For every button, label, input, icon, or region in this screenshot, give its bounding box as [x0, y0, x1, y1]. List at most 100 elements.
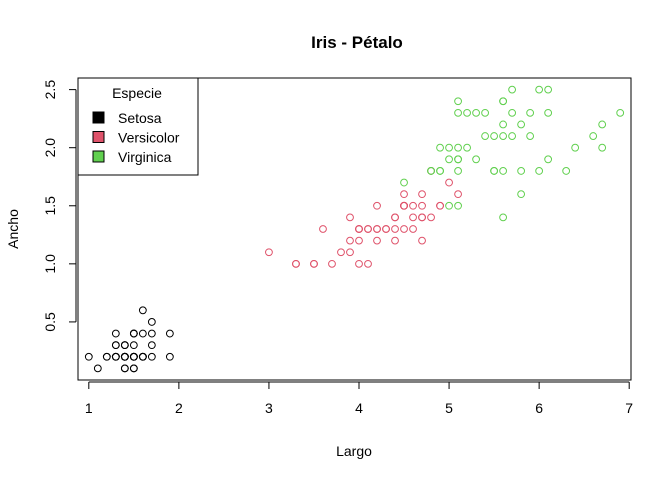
y-tick-label: 2.0 — [42, 138, 58, 158]
data-point-versicolor — [265, 248, 273, 257]
plot-frame — [77, 77, 632, 381]
data-point-versicolor — [391, 236, 399, 245]
data-point-virginica — [436, 167, 444, 175]
data-point-versicolor — [382, 225, 390, 233]
data-point-virginica — [454, 201, 462, 210]
data-point-setosa — [120, 364, 129, 373]
y-tick-label: 0.5 — [42, 312, 58, 332]
data-point-versicolor — [292, 259, 300, 268]
data-point-virginica — [508, 85, 517, 94]
data-point-versicolor — [355, 259, 363, 268]
data-point-setosa — [138, 329, 147, 338]
x-axis: 1 2 3 4 5 6 7 — [85, 381, 633, 416]
legend-label-versicolor: Versicolor — [118, 130, 180, 146]
data-point-virginica — [544, 85, 553, 94]
data-point-versicolor — [409, 213, 417, 222]
data-point-versicolor — [373, 201, 381, 210]
data-point-setosa — [111, 352, 120, 361]
data-point-versicolor — [409, 225, 417, 233]
data-point-versicolor — [436, 201, 444, 210]
data-point-versicolor — [445, 178, 453, 187]
x-tick-label: 4 — [355, 400, 363, 416]
data-point-virginica — [454, 108, 462, 117]
y-tick-label: 1.0 — [42, 254, 58, 274]
data-point-virginica — [472, 108, 480, 117]
y-axis-label: Ancho — [5, 209, 21, 249]
data-point-virginica — [598, 143, 607, 152]
data-point-virginica — [544, 108, 553, 117]
data-point-virginica — [589, 132, 598, 140]
data-point-virginica — [616, 108, 625, 117]
legend-title: Especie — [112, 85, 162, 101]
data-point-virginica — [499, 167, 508, 175]
data-point-setosa — [147, 329, 156, 338]
data-point-versicolor — [400, 225, 408, 233]
data-point-virginica — [508, 108, 517, 117]
data-point-virginica — [499, 132, 508, 140]
data-point-setosa — [129, 329, 138, 338]
data-point-versicolor — [400, 201, 408, 210]
data-point-virginica — [454, 155, 462, 164]
data-point-virginica — [454, 167, 462, 175]
data-point-virginica — [490, 132, 499, 140]
data-point-versicolor — [418, 236, 426, 245]
data-point-virginica — [472, 155, 480, 164]
data-point-setosa — [111, 341, 120, 350]
data-point-versicolor — [310, 259, 318, 268]
data-point-versicolor — [328, 259, 336, 268]
data-point-versicolor — [418, 201, 426, 210]
data-point-versicolor — [319, 225, 327, 233]
legend-label-setosa: Setosa — [118, 110, 162, 126]
legend-swatch-versicolor — [92, 131, 105, 143]
y-tick-label: 1.5 — [42, 196, 58, 216]
data-point-versicolor — [418, 190, 426, 199]
data-point-versicolor — [364, 259, 372, 268]
data-point-versicolor — [418, 213, 426, 222]
data-point-virginica — [454, 143, 462, 152]
data-point-virginica — [499, 213, 508, 222]
data-point-virginica — [499, 97, 508, 106]
legend-swatch-setosa — [92, 111, 105, 124]
data-point-setosa — [165, 352, 174, 361]
data-point-virginica — [499, 120, 508, 129]
data-point-setosa — [129, 341, 138, 350]
data-point-versicolor — [409, 201, 417, 210]
data-point-setosa — [147, 352, 156, 361]
data-point-virginica — [481, 132, 489, 140]
data-point-virginica — [454, 97, 462, 106]
data-point-versicolor — [391, 213, 399, 222]
data-point-setosa — [120, 341, 129, 350]
x-tick-label: 1 — [85, 400, 93, 416]
data-point-virginica — [526, 132, 535, 140]
data-point-virginica — [535, 167, 544, 175]
data-point-setosa — [147, 318, 156, 326]
data-point-virginica — [427, 167, 435, 175]
data-point-virginica — [526, 108, 535, 117]
data-point-versicolor — [373, 236, 381, 245]
x-axis-label: Largo — [336, 443, 372, 459]
x-tick-label: 6 — [535, 400, 543, 416]
data-point-virginica — [400, 178, 408, 187]
data-point-virginica — [463, 143, 471, 152]
data-point-virginica — [598, 120, 607, 129]
data-point-setosa — [93, 364, 102, 373]
chart-title: Iris - Pétalo — [311, 33, 403, 52]
data-point-versicolor — [391, 225, 399, 233]
data-point-setosa — [84, 352, 93, 361]
legend-label-virginica: Virginica — [118, 149, 172, 165]
data-point-versicolor — [355, 236, 363, 245]
data-point-setosa — [129, 352, 138, 361]
y-tick-label: 2.5 — [42, 80, 58, 100]
data-point-setosa — [138, 352, 147, 361]
data-point-virginica — [517, 190, 526, 199]
data-point-setosa — [129, 364, 138, 373]
data-point-virginica — [481, 108, 489, 117]
legend-swatch-virginica — [92, 150, 105, 163]
x-tick-label: 5 — [445, 400, 453, 416]
x-tick-label: 7 — [625, 400, 633, 416]
data-point-versicolor — [346, 248, 354, 257]
data-point-versicolor — [355, 225, 363, 233]
data-point-virginica — [436, 143, 444, 152]
data-point-virginica — [562, 167, 571, 175]
data-point-versicolor — [364, 225, 372, 233]
